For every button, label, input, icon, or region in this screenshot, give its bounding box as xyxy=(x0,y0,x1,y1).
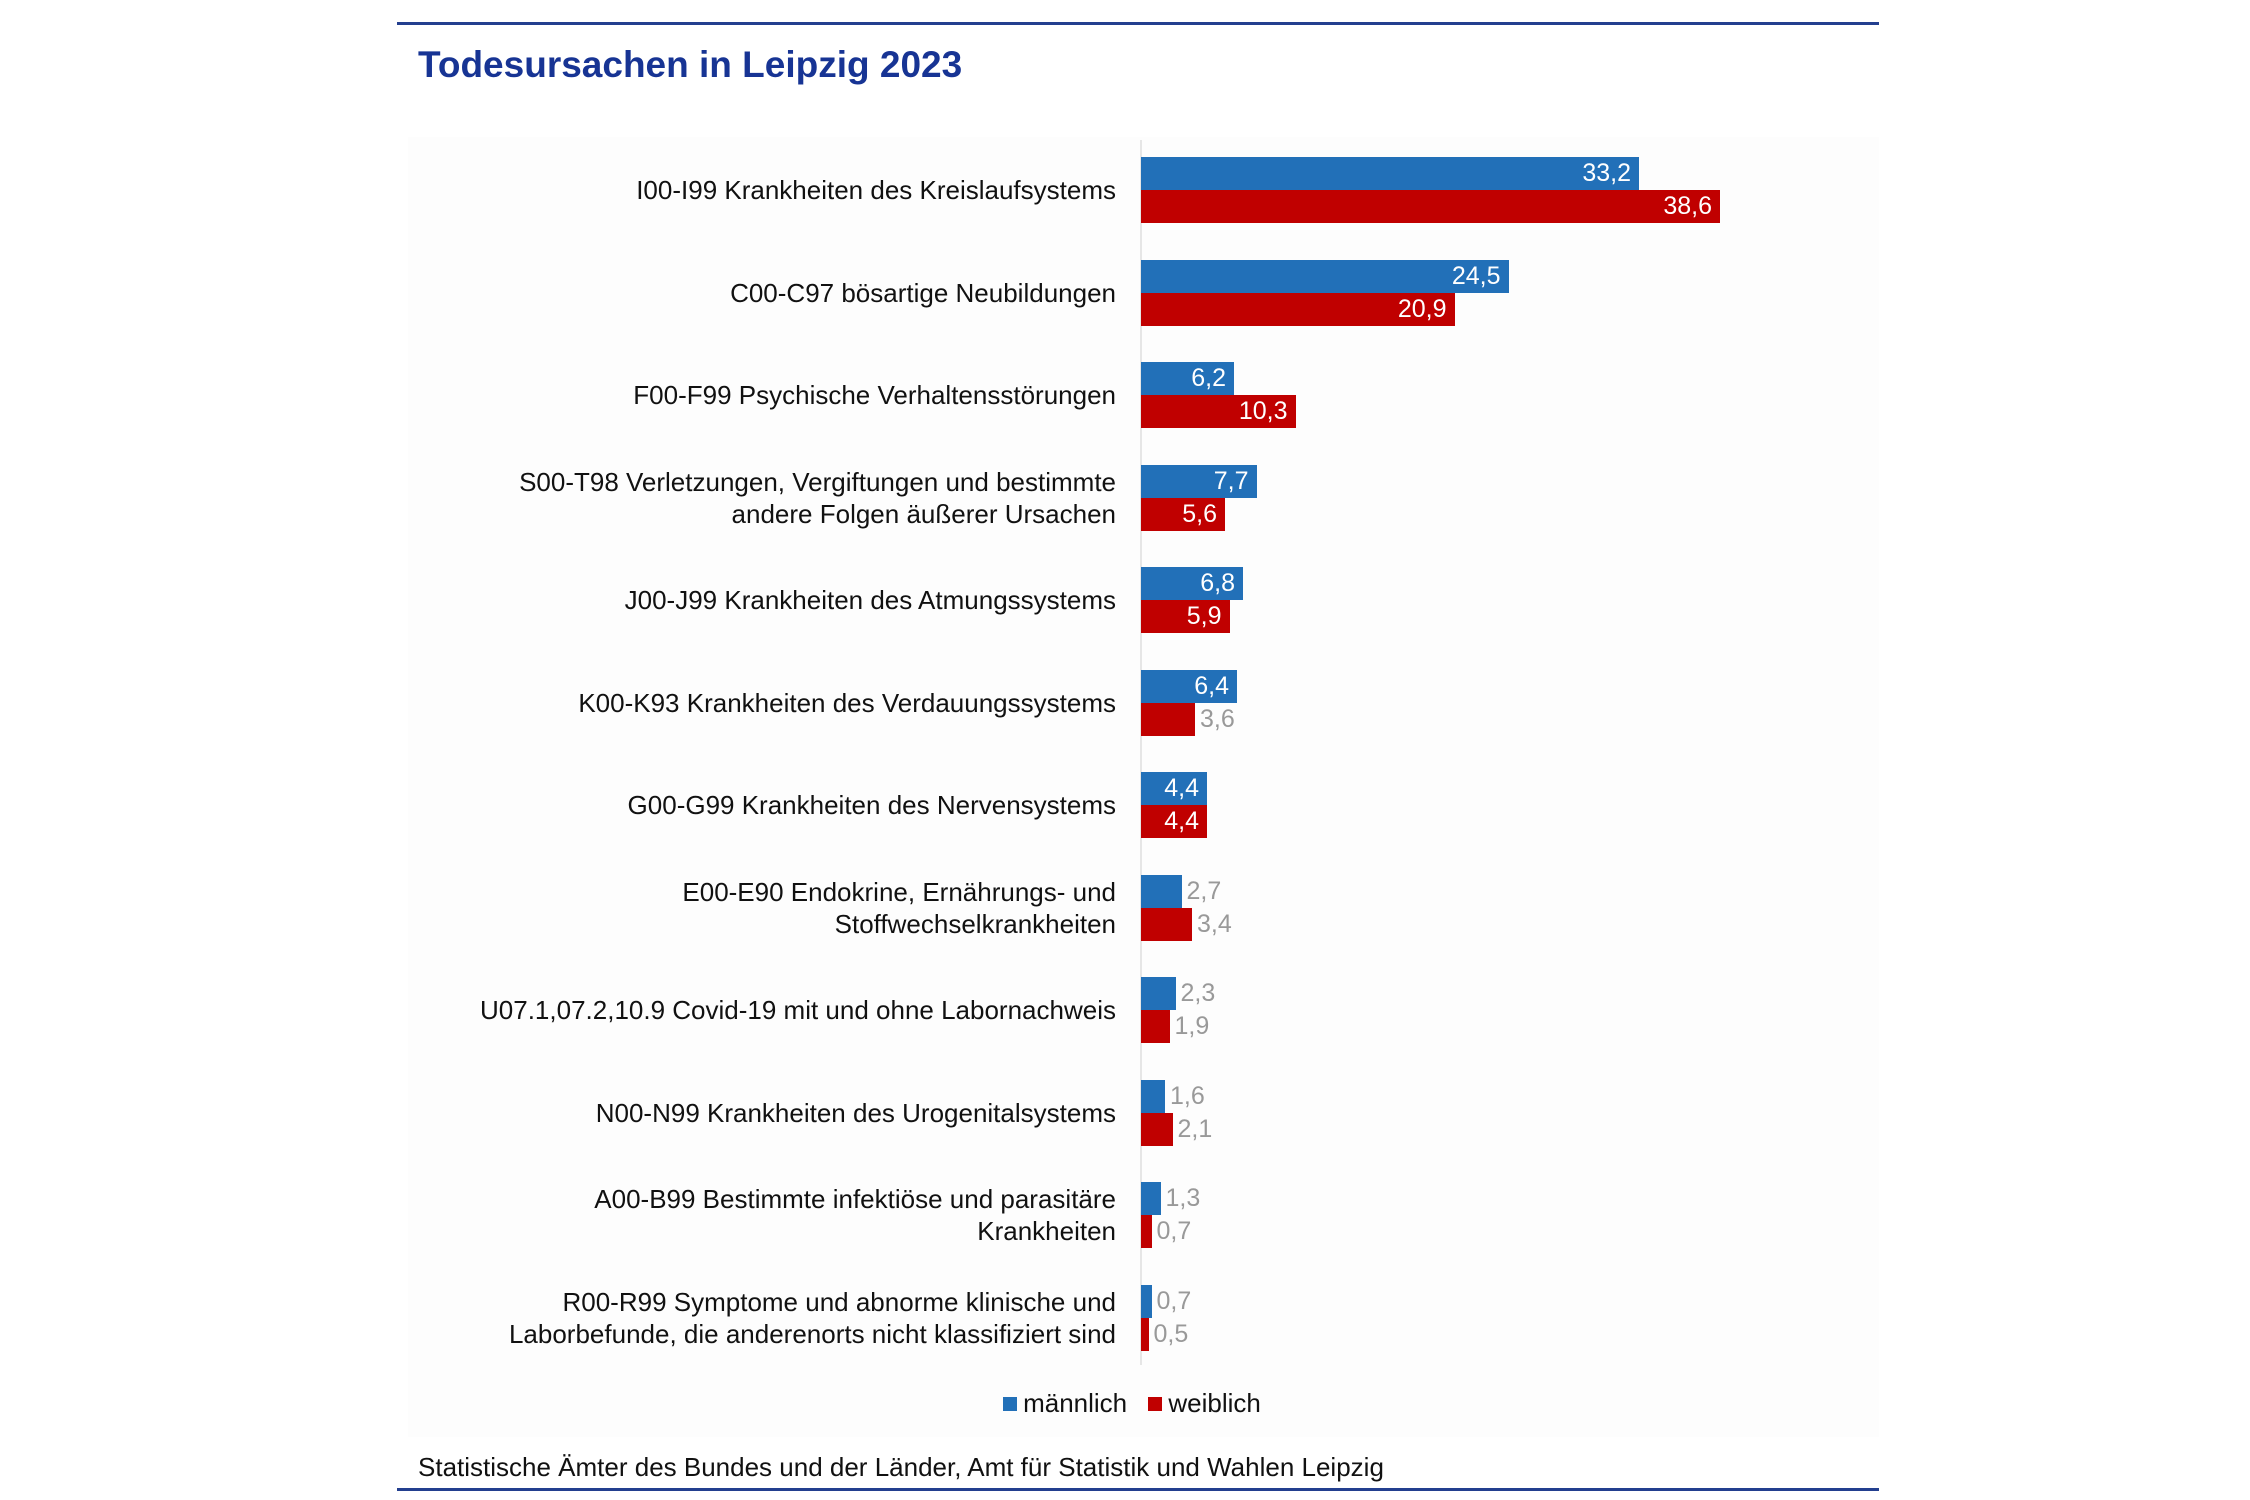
data-label: 1,3 xyxy=(1165,1184,1201,1212)
category-label: I00-I99 Krankheiten des Kreislaufsystems xyxy=(416,174,1116,206)
data-label: 1,6 xyxy=(1170,1081,1205,1110)
category-label: U07.1,07.2,10.9 Covid-19 mit und ohne La… xyxy=(416,994,1116,1026)
category-label-line: Krankheiten xyxy=(977,1216,1116,1246)
bar-weiblich xyxy=(1141,1112,1173,1146)
data-label: 4,4 xyxy=(1164,774,1199,802)
data-label: 33,2 xyxy=(1582,159,1631,187)
category-label-line: K00-K93 Krankheiten des Verdauungssystem… xyxy=(578,687,1116,718)
bar-maennlich xyxy=(1141,772,1207,805)
category-label-line: andere Folgen äußerer Ursachen xyxy=(731,498,1116,529)
category-label-line: G00-G99 Krankheiten des Nervensystems xyxy=(627,790,1116,820)
legend-swatch-maennlich xyxy=(1003,1397,1018,1411)
bar-weiblich xyxy=(1141,805,1207,838)
data-label: 0,7 xyxy=(1156,1217,1192,1245)
data-label: 38,6 xyxy=(1663,192,1712,220)
category-label-line: Laborbefunde, die anderenorts nicht klas… xyxy=(508,1318,1116,1349)
data-label: 20,9 xyxy=(1397,294,1447,323)
data-label: 3,6 xyxy=(1200,704,1235,733)
category-label-line: N00-N99 Krankheiten des Urogenitalsystem… xyxy=(595,1097,1116,1128)
bar-weiblich xyxy=(1141,600,1230,633)
bar-maennlich xyxy=(1141,259,1509,293)
bar-weiblich xyxy=(1141,292,1455,326)
data-label: 2,3 xyxy=(1180,979,1216,1007)
bar-weiblich xyxy=(1141,190,1720,223)
category-label: S00-T98 Verletzungen, Vergiftungen und b… xyxy=(416,466,1116,530)
bar-maennlich xyxy=(1141,1079,1165,1113)
category-label-line: S00-T98 Verletzungen, Vergiftungen und b… xyxy=(519,466,1116,497)
bar-maennlich xyxy=(1141,977,1176,1010)
bar-weiblich xyxy=(1141,702,1195,736)
bar-maennlich xyxy=(1141,1284,1152,1318)
source-note: Statistische Ämter des Bundes und der Lä… xyxy=(418,1452,1384,1482)
category-label-line: C00-C97 bösartige Neubildungen xyxy=(730,277,1116,308)
data-label: 24,5 xyxy=(1451,261,1501,290)
bar-maennlich xyxy=(1141,157,1639,190)
category-label: R00-R99 Symptome und abnorme klinische u… xyxy=(416,1286,1116,1350)
bar-weiblich xyxy=(1141,1317,1149,1351)
bar-maennlich xyxy=(1141,874,1182,908)
data-label: 1,9 xyxy=(1174,1012,1210,1040)
bar-weiblich xyxy=(1141,497,1225,531)
bottom-rule xyxy=(397,1488,1879,1491)
legend-label-maennlich: männlich xyxy=(1023,1388,1128,1418)
legend-swatch-weiblich xyxy=(1148,1397,1163,1411)
category-label: E00-E90 Endokrine, Ernährungs- und Stoffw… xyxy=(416,876,1116,940)
category-label-line: U07.1,07.2,10.9 Covid-19 mit und ohne La… xyxy=(480,995,1116,1025)
data-label: 5,9 xyxy=(1186,602,1222,630)
data-label: 5,6 xyxy=(1182,499,1217,528)
category-label-line: J00-J99 Krankheiten des Atmungssystems xyxy=(624,585,1116,615)
bar-maennlich xyxy=(1141,1182,1161,1215)
category-label: C00-C97 bösartige Neubildungen xyxy=(416,277,1116,309)
data-label: 2,7 xyxy=(1186,876,1222,905)
data-label: 0,7 xyxy=(1156,1286,1192,1315)
data-label: 4,4 xyxy=(1164,807,1199,835)
category-label-line: A00-B99 Bestimmte infektiöse und parasit… xyxy=(594,1184,1116,1214)
data-label: 10,3 xyxy=(1238,397,1288,425)
category-label-line: R00-R99 Symptome und abnorme klinische u… xyxy=(562,1286,1116,1317)
category-label-line: E00-E90 Endokrine, Ernährungs- und xyxy=(682,876,1116,907)
data-label: 6,8 xyxy=(1200,569,1235,597)
data-label: 2,1 xyxy=(1177,1114,1213,1143)
bar-weiblich xyxy=(1141,395,1296,428)
bar-maennlich xyxy=(1141,669,1237,703)
data-label: 6,2 xyxy=(1191,364,1226,392)
data-label: 3,4 xyxy=(1197,909,1232,938)
category-label-line: Stoffwechselkrankheiten xyxy=(834,908,1116,939)
bar-weiblich xyxy=(1141,907,1192,941)
bar-maennlich xyxy=(1141,567,1243,600)
category-label: F00-F99 Psychische Verhaltensstörungen xyxy=(416,379,1116,411)
category-label: G00-G99 Krankheiten des Nervensystems xyxy=(416,789,1116,821)
data-label: 6,4 xyxy=(1194,671,1229,700)
category-label: J00-J99 Krankheiten des Atmungssystems xyxy=(416,584,1116,616)
legend-label-weiblich: weiblich xyxy=(1168,1388,1261,1418)
data-label: 7,7 xyxy=(1213,466,1249,495)
bar-weiblich xyxy=(1141,1010,1170,1043)
bar-maennlich xyxy=(1141,362,1234,395)
category-label-line: I00-I99 Krankheiten des Kreislaufsystems xyxy=(636,175,1116,205)
bar-weiblich xyxy=(1141,1215,1152,1248)
category-label: N00-N99 Krankheiten des Urogenitalsystem… xyxy=(416,1097,1116,1129)
category-label: A00-B99 Bestimmte infektiöse und parasit… xyxy=(416,1183,1116,1247)
bar-maennlich xyxy=(1141,464,1257,498)
data-label: 0,5 xyxy=(1153,1319,1189,1348)
chart-title: Todesursachen in Leipzig 2023 xyxy=(418,44,963,85)
category-label: K00-K93 Krankheiten des Verdauungssystem… xyxy=(416,687,1116,719)
legend: männlich weiblich xyxy=(0,1388,2250,1419)
category-axis xyxy=(1140,140,1142,1365)
top-rule xyxy=(397,22,1879,25)
category-label-line: F00-F99 Psychische Verhaltensstörungen xyxy=(633,380,1116,410)
